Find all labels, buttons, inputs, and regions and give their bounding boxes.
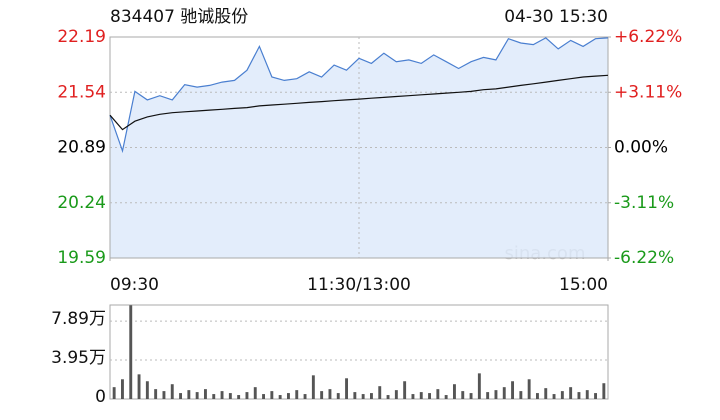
plot-frame (109, 304, 609, 400)
volume-bar (162, 391, 166, 399)
volume-bar (353, 392, 357, 399)
x-tick-label: 09:30 (110, 275, 159, 295)
volume-bar (270, 391, 274, 399)
y2-tick-label: 0.00% (614, 138, 668, 158)
volume-bar (179, 393, 183, 399)
volume-bar (403, 381, 407, 399)
volume-bar (170, 384, 174, 399)
volume-bar (585, 390, 589, 399)
volume-bar (137, 374, 141, 399)
volume-bar (560, 391, 564, 399)
volume-bar (154, 389, 158, 399)
volume-bar (120, 379, 124, 399)
y-tick-label: 19.59 (57, 248, 106, 268)
y-tick-label: 0 (95, 387, 106, 407)
volume-bar (428, 393, 432, 399)
volume-bar (336, 393, 340, 399)
volume-bar (187, 390, 191, 399)
series-line (109, 37, 609, 154)
volume-bar (212, 394, 216, 399)
volume-bar (145, 381, 149, 399)
volume-bar (237, 395, 241, 399)
y-tick-label: 3.95万 (51, 348, 106, 368)
volume-bar (112, 387, 116, 399)
volume-bar (486, 392, 490, 399)
volume-bar (519, 391, 523, 399)
volume-bar (303, 394, 307, 399)
y2-tick-label: +6.22% (614, 27, 682, 47)
volume-bar (594, 393, 598, 399)
volume-bar (502, 387, 506, 399)
volume-bar (411, 394, 415, 399)
volume-bar (220, 391, 224, 399)
volume-bar (262, 394, 266, 399)
volume-bar (469, 393, 473, 399)
volume-bar (203, 389, 207, 399)
volume-bar (527, 379, 531, 399)
volume-bar (245, 392, 249, 399)
volume-bar (311, 375, 315, 399)
volume-bar (278, 395, 282, 399)
volume-bar (253, 387, 257, 399)
volume-bar (195, 392, 199, 399)
volume-bar (444, 395, 448, 399)
volume-bar (461, 391, 465, 399)
volume-bar (378, 386, 382, 399)
y-tick-label: 22.19 (57, 27, 106, 47)
volume-bar (511, 381, 515, 399)
x-tick-label: 15:00 (559, 275, 608, 295)
volume-bar (452, 384, 456, 399)
volume-bar (228, 393, 232, 399)
volume-bar (286, 393, 290, 399)
volume-bar (544, 388, 548, 399)
chart-title: 834407 驰诚股份 (110, 7, 248, 27)
volume-bar (535, 393, 539, 399)
series-line (109, 74, 609, 131)
volume-bar (394, 390, 398, 399)
y2-tick-label: -3.11% (614, 193, 674, 213)
volume-bar (436, 389, 440, 399)
volume-bar (569, 387, 573, 399)
volume-bar (361, 394, 365, 399)
volume-bar (552, 394, 556, 399)
y2-tick-label: +3.11% (614, 82, 682, 102)
volume-bar (577, 392, 581, 399)
volume-bar (328, 389, 332, 399)
y-tick-label: 20.89 (57, 138, 106, 158)
chart-time: 04-30 15:30 (504, 7, 608, 27)
y-tick-label: 20.24 (57, 193, 106, 213)
volume-bar (345, 378, 349, 399)
volume-bar (129, 305, 133, 399)
volume-bar (386, 395, 390, 399)
y2-tick-label: -6.22% (614, 248, 674, 268)
volume-bar (295, 390, 299, 399)
volume-bar (320, 391, 324, 399)
volume-bar (477, 373, 481, 399)
volume-bar (369, 393, 373, 399)
volume-bar (419, 392, 423, 399)
x-tick-label: 11:30/13:00 (307, 275, 411, 295)
volume-bar (494, 390, 498, 399)
y-tick-label: 7.89万 (51, 309, 106, 329)
volume-bar (602, 383, 606, 399)
y-tick-label: 21.54 (57, 82, 106, 102)
